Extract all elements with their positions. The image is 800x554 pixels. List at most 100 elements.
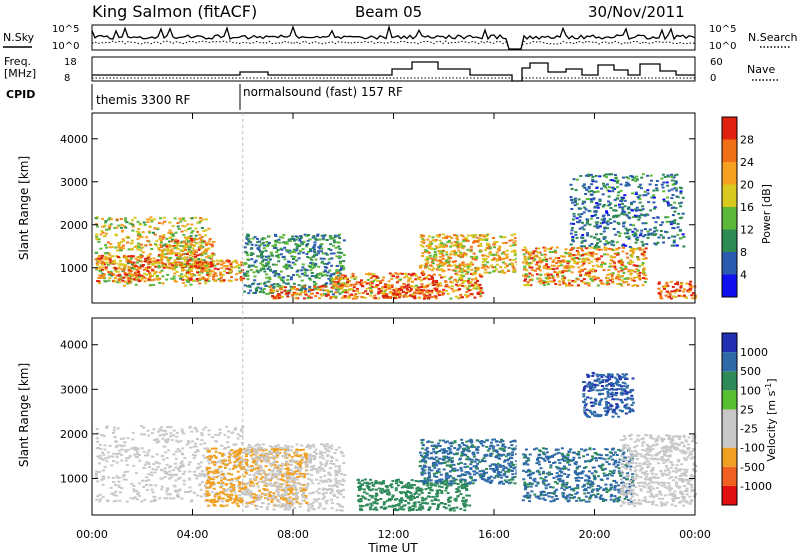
heat-cell xyxy=(116,427,120,430)
heat-cell xyxy=(203,261,207,264)
heat-cell xyxy=(147,473,151,476)
nsearch-line xyxy=(91,40,696,50)
heat-cell xyxy=(180,460,184,463)
heat-cell xyxy=(141,231,145,234)
heat-cell xyxy=(194,428,198,431)
heat-cell xyxy=(596,226,600,229)
heat-cell xyxy=(221,497,225,500)
heat-cell xyxy=(336,290,340,293)
heat-cell xyxy=(288,240,292,243)
heat-cell xyxy=(185,237,189,240)
heat-cell xyxy=(499,266,503,269)
heat-cell xyxy=(487,266,491,269)
heat-cell xyxy=(246,278,250,281)
heat-cell xyxy=(582,211,586,214)
heat-cell xyxy=(539,261,543,264)
heat-cell xyxy=(512,269,516,272)
heat-cell xyxy=(330,277,334,280)
heat-cell xyxy=(640,253,644,256)
freq-frame xyxy=(91,56,696,82)
heat-cell xyxy=(375,284,379,287)
heat-cell xyxy=(418,292,422,295)
heat-cell xyxy=(140,274,144,277)
heat-cell xyxy=(340,472,343,475)
heat-cell xyxy=(161,262,165,264)
heat-cell xyxy=(559,260,562,263)
heat-cell xyxy=(616,186,620,189)
heat-cell xyxy=(662,241,665,244)
heat-cell xyxy=(590,270,594,273)
heat-cell xyxy=(294,487,297,490)
heat-cell xyxy=(130,447,134,450)
heat-cell xyxy=(192,251,196,254)
heat-cell xyxy=(200,439,204,442)
heat-cell xyxy=(110,272,113,275)
heat-cell xyxy=(253,279,257,282)
heat-cell xyxy=(325,266,329,269)
heat-cell xyxy=(246,274,250,277)
heat-cell xyxy=(305,245,309,248)
heat-cell xyxy=(455,237,459,240)
heat-cell xyxy=(668,220,672,223)
heat-cell xyxy=(459,243,463,246)
heat-cell xyxy=(216,262,220,265)
heat-cell xyxy=(323,474,327,477)
heat-cell xyxy=(328,474,332,477)
heat-cell xyxy=(252,497,256,500)
heat-cell xyxy=(238,487,242,490)
heat-cell xyxy=(569,183,573,186)
heat-cell xyxy=(543,256,547,259)
y-tick-label: 2000 xyxy=(60,219,88,232)
heat-cell xyxy=(584,174,588,177)
heat-cell xyxy=(305,269,309,272)
heat-cell xyxy=(588,244,592,247)
heat-cell xyxy=(302,240,306,243)
heat-cell xyxy=(239,447,242,450)
heat-cell xyxy=(502,251,506,254)
heat-cell xyxy=(176,247,180,250)
heat-cell xyxy=(406,290,410,293)
heat-cell xyxy=(646,236,650,239)
heat-cell xyxy=(593,225,597,228)
heat-cell xyxy=(535,273,539,276)
heat-cell xyxy=(571,201,575,204)
heat-cell xyxy=(151,432,154,435)
heat-cell xyxy=(170,249,174,252)
heat-cell xyxy=(438,269,442,271)
heat-cell xyxy=(619,258,623,261)
heat-cell xyxy=(125,457,129,459)
heat-cell xyxy=(265,454,269,457)
heat-cell xyxy=(291,484,295,487)
heat-cell xyxy=(270,446,274,449)
heat-cell xyxy=(236,485,240,488)
heat-cell xyxy=(523,284,527,287)
heat-cell xyxy=(478,250,482,253)
heat-cell xyxy=(376,279,380,282)
heat-cell xyxy=(636,196,640,198)
heat-cell xyxy=(176,222,180,224)
heat-cell xyxy=(440,250,444,253)
heat-cell xyxy=(314,295,318,298)
heat-cell xyxy=(153,273,157,275)
heat-cell xyxy=(119,218,123,220)
heat-cell xyxy=(163,467,167,470)
heat-cell xyxy=(554,251,558,254)
heat-cell xyxy=(593,236,597,239)
heat-cell xyxy=(270,451,274,454)
heat-cell xyxy=(630,253,634,256)
heat-cell xyxy=(672,239,676,242)
heat-cell xyxy=(312,235,316,237)
heat-cell xyxy=(286,264,290,266)
heat-cell xyxy=(527,275,531,278)
heat-cell xyxy=(143,498,147,501)
heat-cell xyxy=(433,283,436,286)
heat-cell xyxy=(276,285,280,288)
heat-cell xyxy=(233,500,237,503)
heat-cell xyxy=(591,255,595,258)
heat-cell xyxy=(259,262,263,265)
heat-cell xyxy=(320,274,324,277)
heat-cell xyxy=(226,488,230,491)
heat-cell xyxy=(631,192,635,195)
heat-cell xyxy=(134,257,138,260)
heat-cell xyxy=(259,464,262,467)
